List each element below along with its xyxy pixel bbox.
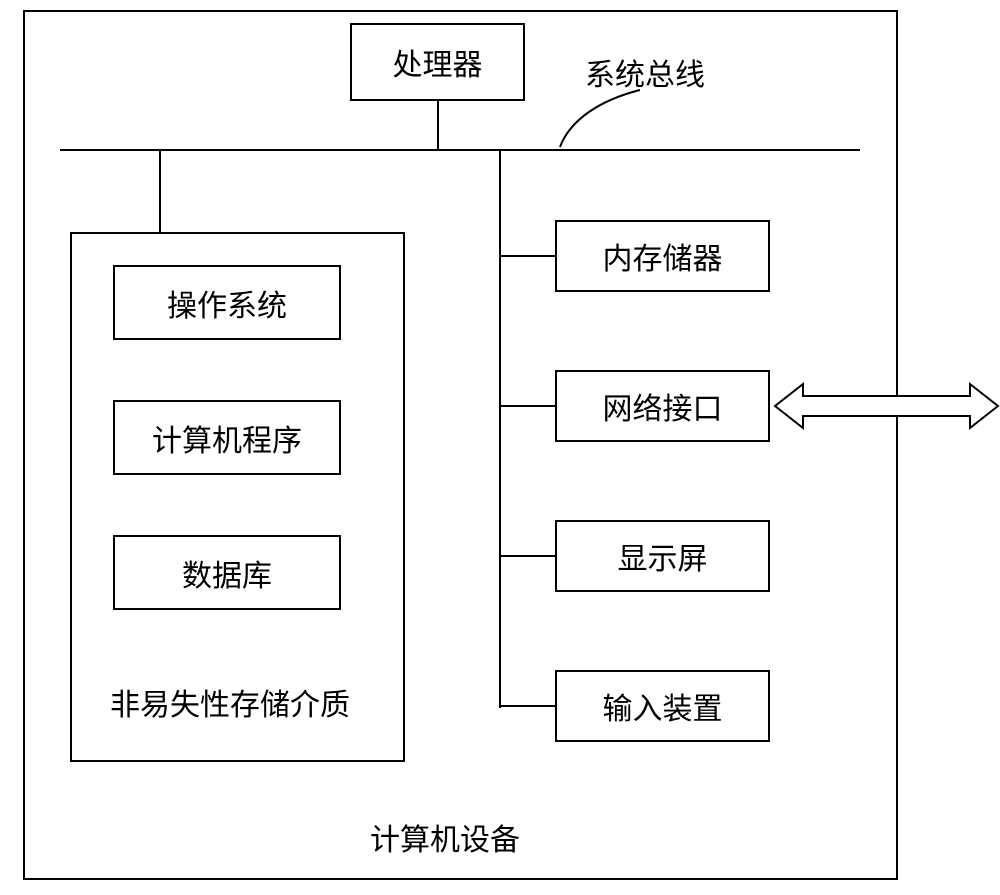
network-double-arrow-icon [0,0,1000,895]
device-caption: 计算机设备 [370,815,520,859]
diagram-canvas: 处理器 操作系统 计算机程序 数据库 非易失性存储介质 内存储器 网络接口 显示… [0,0,1000,895]
